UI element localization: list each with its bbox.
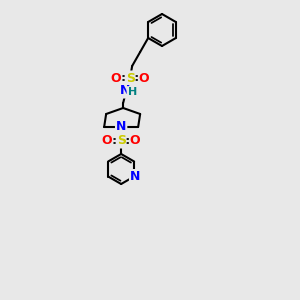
Text: O: O <box>139 71 149 85</box>
Text: N: N <box>116 121 126 134</box>
Text: O: O <box>111 71 122 85</box>
Text: S: S <box>126 71 135 85</box>
Text: H: H <box>128 87 137 97</box>
Text: O: O <box>130 134 140 148</box>
Text: N: N <box>120 85 130 98</box>
Text: S: S <box>117 134 126 148</box>
Text: N: N <box>130 170 140 183</box>
Text: O: O <box>102 134 112 148</box>
